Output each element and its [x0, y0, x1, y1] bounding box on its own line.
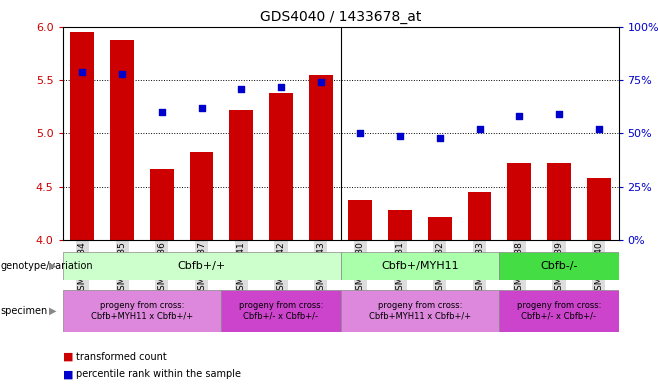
Text: transformed count: transformed count [76, 352, 166, 362]
Text: ■: ■ [63, 352, 73, 362]
Point [395, 132, 405, 139]
Bar [110, 40, 134, 240]
Bar [499, 252, 619, 280]
Point [514, 113, 524, 119]
Text: ▶: ▶ [49, 261, 57, 271]
Bar [507, 163, 531, 240]
Text: progeny from cross:
Cbfb+/- x Cbfb+/-: progeny from cross: Cbfb+/- x Cbfb+/- [517, 301, 601, 321]
Text: progeny from cross:
Cbfb+MYH11 x Cbfb+/+: progeny from cross: Cbfb+MYH11 x Cbfb+/+ [369, 301, 471, 321]
Point [594, 126, 604, 132]
Text: progeny from cross:
Cbfb+/- x Cbfb+/-: progeny from cross: Cbfb+/- x Cbfb+/- [239, 301, 323, 321]
Bar [63, 290, 221, 332]
Bar [341, 252, 499, 280]
Bar [269, 93, 293, 240]
Text: ■: ■ [63, 369, 73, 379]
Bar [587, 178, 611, 240]
Bar [309, 75, 332, 240]
Point [236, 86, 247, 92]
Text: percentile rank within the sample: percentile rank within the sample [76, 369, 241, 379]
Bar [499, 290, 619, 332]
Bar [388, 210, 412, 240]
Text: Cbfb-/-: Cbfb-/- [540, 261, 578, 271]
Text: genotype/variation: genotype/variation [1, 261, 93, 271]
Point [315, 79, 326, 85]
Point [196, 105, 207, 111]
Text: Cbfb+/MYH11: Cbfb+/MYH11 [381, 261, 459, 271]
Bar [229, 110, 253, 240]
Bar [150, 169, 174, 240]
Bar [63, 252, 341, 280]
Text: ▶: ▶ [49, 306, 57, 316]
Bar [468, 192, 492, 240]
Bar [190, 152, 213, 240]
Bar [221, 290, 341, 332]
Point [553, 111, 564, 118]
Text: progeny from cross:
Cbfb+MYH11 x Cbfb+/+: progeny from cross: Cbfb+MYH11 x Cbfb+/+ [91, 301, 193, 321]
Text: specimen: specimen [1, 306, 48, 316]
Bar [428, 217, 451, 240]
Point [474, 126, 485, 132]
Point [157, 109, 167, 115]
Point [355, 131, 366, 137]
Bar [349, 200, 372, 240]
Point [77, 69, 88, 75]
Title: GDS4040 / 1433678_at: GDS4040 / 1433678_at [260, 10, 421, 25]
Bar [341, 290, 499, 332]
Point [117, 71, 128, 77]
Text: Cbfb+/+: Cbfb+/+ [178, 261, 226, 271]
Bar [547, 163, 571, 240]
Point [434, 135, 445, 141]
Bar [70, 32, 94, 240]
Point [276, 83, 286, 89]
